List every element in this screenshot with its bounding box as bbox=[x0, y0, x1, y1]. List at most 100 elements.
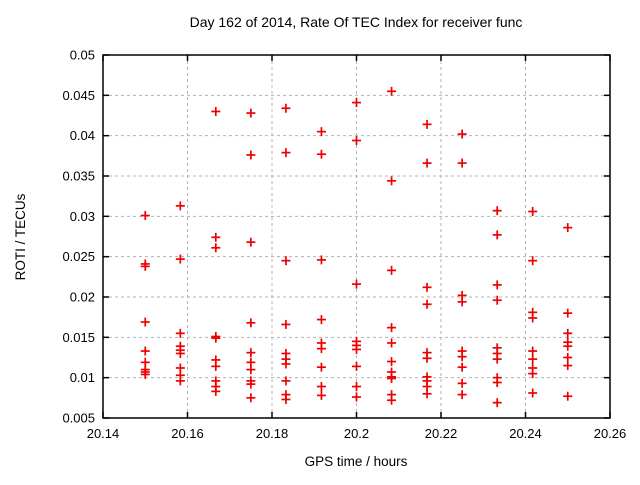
data-point-marker bbox=[457, 129, 467, 139]
y-tick-label: 0.005 bbox=[62, 411, 95, 426]
data-point-marker bbox=[211, 243, 221, 253]
data-point-marker bbox=[140, 211, 150, 221]
data-point-marker bbox=[492, 378, 502, 388]
data-point-marker bbox=[316, 382, 326, 392]
data-point-marker bbox=[492, 206, 502, 216]
data-point-marker bbox=[528, 346, 538, 356]
data-point-marker bbox=[352, 344, 361, 354]
data-point-marker bbox=[316, 362, 326, 372]
data-point-marker bbox=[281, 103, 291, 113]
data-point-marker bbox=[246, 150, 256, 160]
y-tick-label: 0.02 bbox=[70, 290, 95, 305]
data-point-marker bbox=[422, 353, 432, 363]
data-point-marker bbox=[563, 328, 573, 338]
data-point-marker bbox=[140, 261, 150, 271]
data-point-marker bbox=[387, 373, 397, 383]
data-point-marker bbox=[281, 256, 291, 266]
data-point-marker bbox=[246, 365, 256, 375]
data-point-marker bbox=[563, 308, 573, 318]
y-tick-label: 0.045 bbox=[62, 88, 95, 103]
data-point-marker bbox=[175, 328, 185, 338]
data-point-marker bbox=[281, 359, 291, 369]
data-point-marker bbox=[246, 108, 256, 118]
y-tick-label: 0.05 bbox=[70, 48, 95, 63]
data-point-marker bbox=[352, 136, 361, 146]
data-point-marker bbox=[211, 232, 221, 242]
data-point-marker bbox=[140, 369, 150, 379]
x-tick-label: 20.26 bbox=[594, 426, 627, 441]
x-tick-label: 20.2 bbox=[344, 426, 369, 441]
grid-layer bbox=[103, 55, 610, 418]
data-point-marker bbox=[246, 379, 256, 389]
x-tick-label: 20.14 bbox=[87, 426, 120, 441]
data-point-marker bbox=[528, 256, 538, 266]
data-point-marker bbox=[457, 390, 467, 400]
data-point-marker bbox=[528, 313, 538, 323]
data-point-marker bbox=[175, 376, 185, 386]
data-point-marker bbox=[422, 119, 432, 129]
data-point-marker bbox=[281, 394, 291, 404]
data-point-marker bbox=[492, 354, 502, 364]
x-tick-label: 20.18 bbox=[256, 426, 289, 441]
data-point-marker bbox=[387, 357, 397, 367]
data-point-marker bbox=[211, 333, 221, 343]
data-point-marker bbox=[316, 390, 326, 400]
data-point-marker bbox=[422, 158, 432, 168]
data-point-marker bbox=[387, 338, 397, 348]
data-point-marker bbox=[563, 341, 573, 351]
data-point-marker bbox=[316, 255, 326, 265]
data-point-marker bbox=[457, 297, 467, 307]
data-point-marker bbox=[457, 352, 467, 362]
x-axis-label: GPS time / hours bbox=[305, 454, 408, 469]
data-point-marker bbox=[140, 346, 150, 356]
data-point-marker bbox=[211, 106, 221, 116]
data-point-marker bbox=[422, 282, 432, 292]
data-point-marker bbox=[281, 376, 291, 386]
chart-title: Day 162 of 2014, Rate Of TEC Index for r… bbox=[190, 14, 523, 30]
data-point-marker bbox=[422, 299, 432, 309]
data-point-marker bbox=[528, 369, 538, 379]
data-point-marker bbox=[175, 348, 185, 358]
data-point-marker bbox=[281, 148, 291, 158]
data-point-marker bbox=[422, 389, 432, 399]
data-point-marker bbox=[281, 319, 291, 329]
plot-border bbox=[102, 54, 611, 419]
data-point-marker bbox=[316, 315, 326, 325]
data-point-marker bbox=[246, 237, 256, 247]
data-point-marker bbox=[457, 362, 467, 372]
data-point-marker bbox=[352, 392, 361, 402]
data-point-marker bbox=[352, 279, 361, 289]
data-point-marker bbox=[387, 86, 397, 96]
data-point-marker bbox=[175, 201, 185, 211]
data-point-marker bbox=[387, 265, 397, 275]
y-tick-label: 0.03 bbox=[70, 209, 95, 224]
data-point-marker bbox=[563, 391, 573, 401]
data-point-marker bbox=[140, 317, 150, 327]
data-point-marker bbox=[528, 206, 538, 216]
data-point-marker bbox=[352, 98, 361, 108]
x-tick-label: 20.16 bbox=[171, 426, 204, 441]
data-point-marker bbox=[352, 382, 361, 392]
x-tick-label: 20.24 bbox=[509, 426, 542, 441]
y-tick-label: 0.015 bbox=[62, 330, 95, 345]
y-tick-label: 0.035 bbox=[62, 169, 95, 184]
tick-layer: 20.14 20.16 20.18 20.2 20.22 20.24 20.26 0.005 0… bbox=[62, 48, 626, 442]
y-axis-label: ROTI / TECUs bbox=[13, 193, 28, 280]
data-point-marker bbox=[316, 149, 326, 159]
data-point-marker bbox=[492, 230, 502, 240]
data-point-marker bbox=[492, 280, 502, 290]
data-point-marker bbox=[563, 223, 573, 233]
x-tick-label: 20.22 bbox=[425, 426, 458, 441]
data-point-marker bbox=[457, 378, 467, 388]
data-point-marker bbox=[175, 254, 185, 264]
data-point-marker bbox=[457, 158, 467, 168]
data-point-marker bbox=[563, 361, 573, 371]
data-point-marker bbox=[528, 388, 538, 398]
data-point-marker bbox=[246, 348, 256, 358]
data-point-marker bbox=[316, 127, 326, 137]
data-point-marker bbox=[492, 295, 502, 305]
data-point-marker bbox=[246, 318, 256, 328]
y-tick-label: 0.01 bbox=[70, 370, 95, 385]
